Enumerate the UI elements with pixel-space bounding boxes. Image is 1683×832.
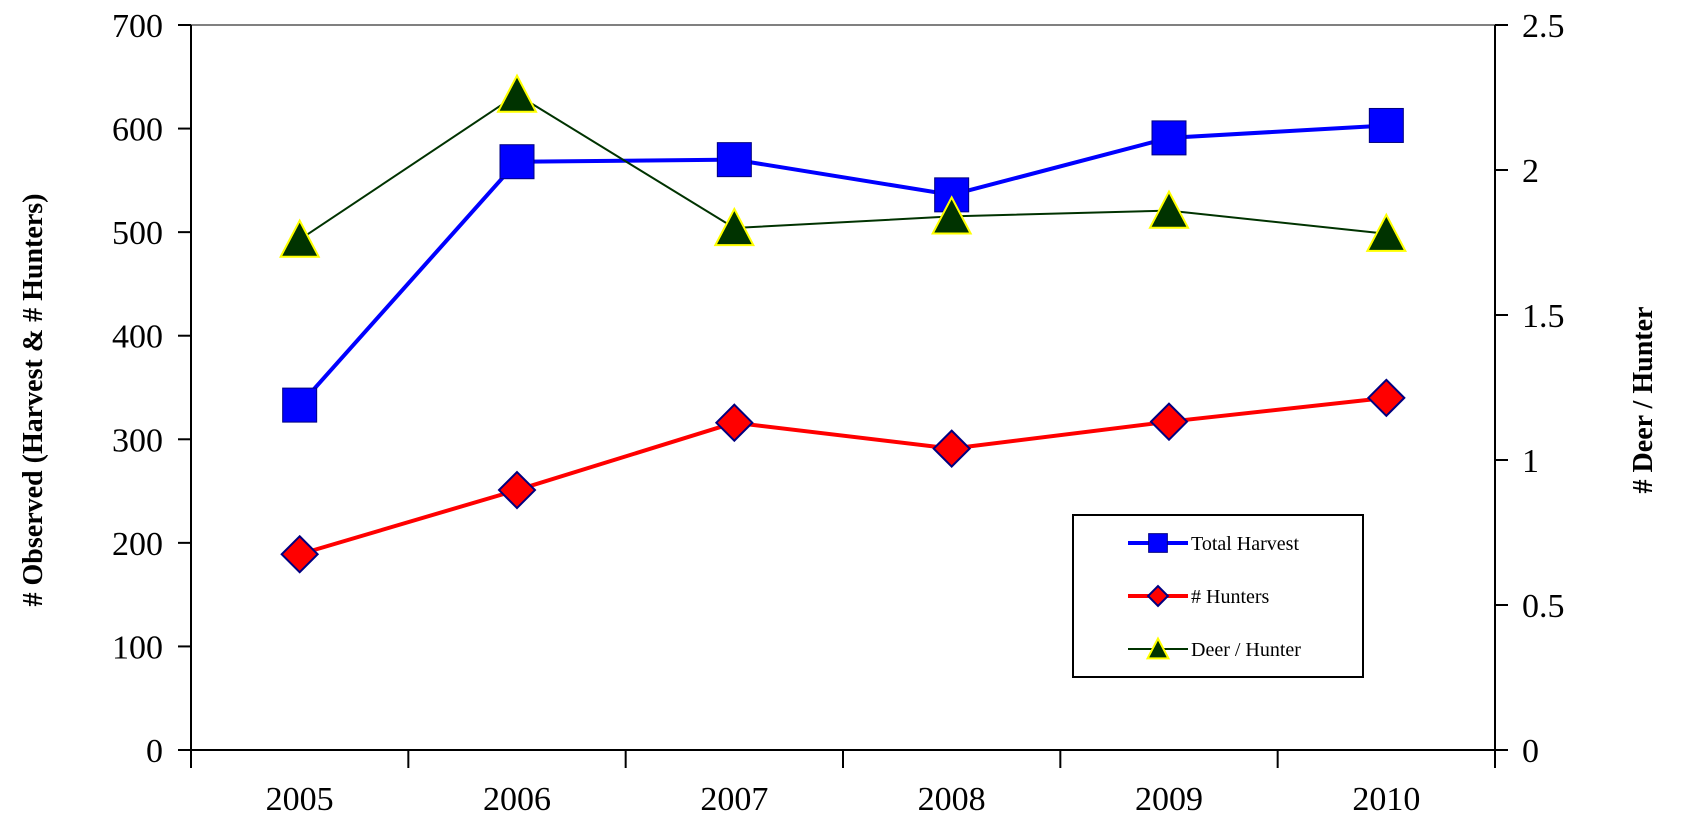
left-tick-label: 300 (112, 422, 163, 459)
x-tick-label: 2007 (700, 781, 768, 818)
legend-box (1072, 514, 1364, 678)
x-tick-label: 2008 (918, 781, 986, 818)
legend-label: Total Harvest (1191, 533, 1299, 555)
data-point-triangle (931, 195, 973, 235)
left-axis-title: # Observed (Harvest & # Hunters) (18, 194, 49, 607)
left-tick-label: 200 (112, 526, 163, 563)
data-point-triangle (279, 218, 321, 258)
legend-marker-diamond (1146, 584, 1170, 608)
data-point-triangle (713, 206, 755, 247)
legend-label: # Hunters (1191, 586, 1270, 608)
right-tick-label: 2 (1522, 153, 1539, 190)
legend-label: Deer / Hunter (1191, 639, 1301, 661)
x-tick-label: 2010 (1352, 781, 1420, 818)
right-tick-label: 0 (1522, 733, 1539, 770)
series-square (282, 107, 1404, 423)
series-diamond (280, 378, 1406, 574)
legend: Total Harvest # Hunters Deer / Hunter (1072, 514, 1364, 678)
right-tick-label: 1.5 (1522, 298, 1565, 335)
data-point-diamond (714, 403, 754, 443)
data-point-diamond (1149, 402, 1189, 442)
data-point-diamond (280, 534, 320, 574)
legend-marker-square (1148, 533, 1168, 553)
series-line (298, 123, 1387, 407)
series-line (299, 395, 1387, 557)
data-point-triangle (1148, 189, 1190, 229)
right-tick-label: 0.5 (1522, 588, 1565, 625)
data-point-square (499, 144, 535, 180)
data-point-triangle (496, 73, 538, 113)
data-point-diamond (1366, 378, 1406, 418)
legend-marker-triangle (1145, 636, 1171, 660)
data-point-square (1368, 107, 1404, 143)
right-axis-title: # Deer / Hunter (1628, 307, 1659, 494)
series-triangle (279, 73, 1407, 258)
right-tick-label: 2.5 (1522, 8, 1565, 45)
tick-labels: 0 100 200 300 400 500 600 700 0 0.5 1 1.5 2 2.5 2005 20… (112, 8, 1565, 818)
data-point-square (1151, 120, 1187, 156)
data-point-square (282, 387, 318, 423)
x-tick-label: 2006 (483, 781, 551, 818)
axes (178, 24, 1508, 768)
series-line (299, 93, 1387, 241)
data-point-diamond (932, 429, 972, 469)
data-point-diamond (497, 470, 537, 510)
left-tick-label: 600 (112, 112, 163, 149)
left-tick-label: 100 (112, 629, 163, 666)
x-tick-label: 2009 (1135, 781, 1203, 818)
right-tick-label: 1 (1522, 443, 1539, 480)
left-tick-label: 500 (112, 215, 163, 252)
left-tick-label: 700 (112, 8, 163, 45)
left-tick-label: 0 (146, 733, 163, 770)
data-point-square (716, 142, 752, 178)
left-tick-label: 400 (112, 319, 163, 356)
data-point-triangle (1365, 212, 1407, 252)
x-tick-label: 2005 (266, 781, 334, 818)
series-group (279, 73, 1407, 574)
